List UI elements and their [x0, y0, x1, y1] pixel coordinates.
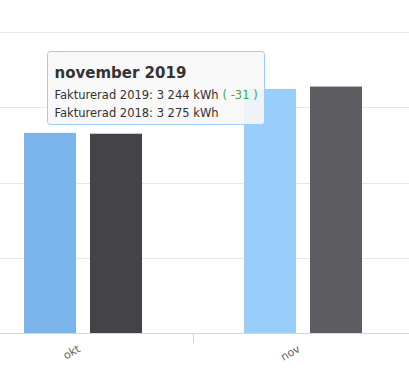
tooltip-delta: ( -31 ) — [223, 88, 258, 102]
bar[interactable] — [24, 133, 76, 333]
bar[interactable] — [244, 89, 296, 333]
x-tick-label: nov — [278, 342, 302, 364]
x-axis-line — [0, 333, 409, 334]
grid-line — [0, 32, 409, 33]
x-tick-label: okt — [61, 342, 83, 362]
grid-line — [0, 333, 409, 334]
tooltip: november 2019 Fakturerad 2019: 3 244 kWh (… — [48, 52, 265, 125]
tooltip-box — [48, 52, 265, 125]
grid — [0, 33, 409, 334]
chart: okt nov november 2019 Fakturerad 2019: 3 24… — [0, 0, 409, 379]
tooltip-row: Fakturerad 2019: 3 244 kWh — [55, 88, 219, 102]
bar[interactable] — [310, 87, 362, 333]
tooltip-title: november 2019 — [55, 64, 187, 82]
tooltip-row: Fakturerad 2018: 3 275 kWh — [55, 106, 219, 120]
x-tick — [193, 333, 194, 343]
bar[interactable] — [90, 134, 142, 333]
